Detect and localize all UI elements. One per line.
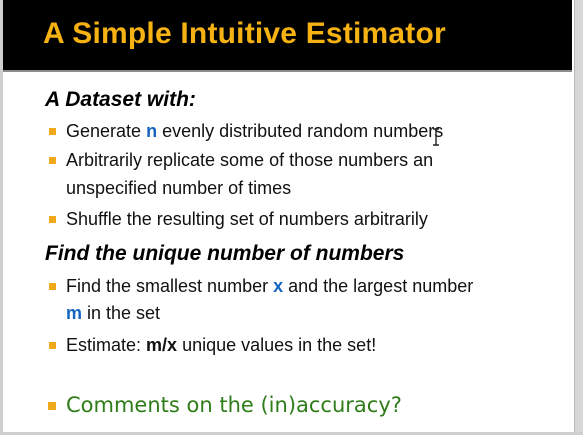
- bullet-marker: [49, 216, 56, 223]
- estimate-formula: m/x: [146, 335, 178, 355]
- bullet-find-line2: m in the set: [66, 300, 160, 326]
- bullet-find-post: in the set: [82, 303, 161, 323]
- variable-m: m: [66, 303, 83, 323]
- comment-question: Comments on the (in)accuracy?: [66, 393, 402, 417]
- bullet-marker: [49, 283, 56, 290]
- section-heading-dataset-colon: :: [188, 88, 196, 111]
- bullet-replicate-line2: unspecified number of times: [66, 178, 292, 198]
- bullet-estimate-pre: Estimate:: [66, 335, 147, 355]
- window-frame-bottom: [0, 432, 583, 435]
- bullet-generate: Generate n evenly distributed random num…: [66, 118, 443, 144]
- slide-title: A Simple Intuitive Estimator: [43, 17, 446, 50]
- section-heading-dataset: A Dataset with:: [45, 87, 196, 113]
- bullet-generate-pre: Generate: [66, 121, 147, 141]
- bullet-marker: [49, 342, 56, 349]
- bullet-estimate: Estimate: m/x unique values in the set!: [66, 332, 376, 358]
- window-frame-right: [574, 0, 583, 435]
- bullet-generate-post: evenly distributed random numbers: [157, 121, 444, 141]
- variable-x: x: [273, 276, 284, 296]
- bullet-marker: [48, 402, 56, 410]
- variable-n: n: [146, 121, 158, 141]
- bullet-find-mid: and the largest number: [283, 276, 474, 296]
- bullet-find-line1: Find the smallest number x and the large…: [66, 273, 473, 299]
- bullet-shuffle: Shuffle the resulting set of numbers arb…: [66, 209, 428, 229]
- section-heading-unique: Find the unique number of numbers: [45, 242, 405, 265]
- window-frame-left: [0, 0, 3, 435]
- bullet-find-pre: Find the smallest number: [66, 276, 274, 296]
- bullet-marker: [49, 128, 56, 135]
- section-heading-dataset-text: A Dataset with: [45, 88, 189, 111]
- bullet-estimate-post: unique values in the set!: [177, 335, 377, 355]
- text-cursor-icon: [433, 128, 439, 146]
- bullet-replicate-line1: Arbitrarily replicate some of those numb…: [66, 150, 434, 170]
- slide-title-bar: A Simple Intuitive Estimator: [3, 0, 572, 72]
- bullet-marker: [49, 157, 56, 164]
